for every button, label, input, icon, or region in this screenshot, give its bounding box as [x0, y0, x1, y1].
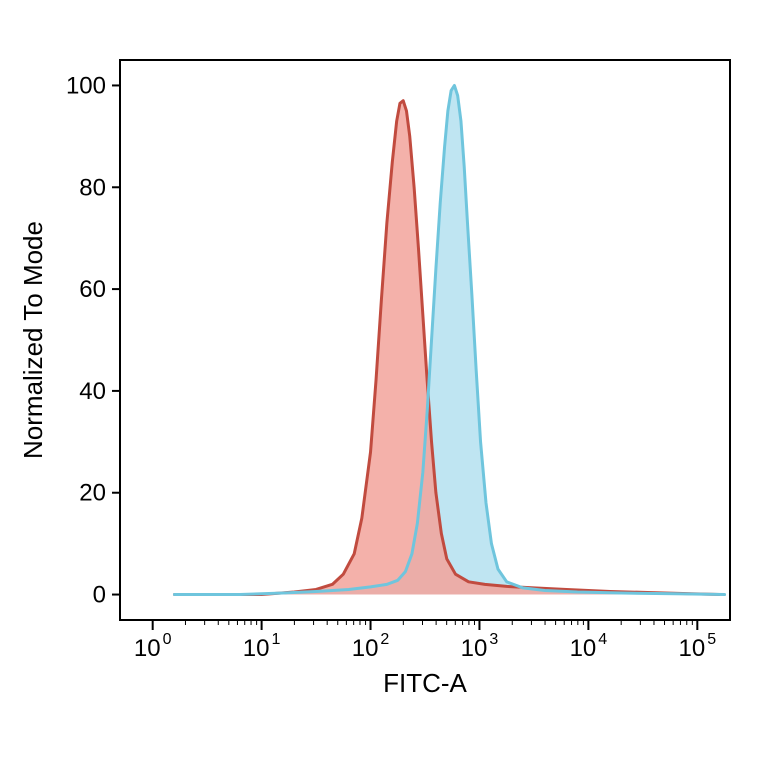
ytick-label: 80 [79, 174, 106, 201]
x-axis-label: FITC-A [383, 668, 467, 698]
ytick-label: 20 [79, 480, 106, 507]
chart-svg: 020406080100100101102103104105Normalized… [0, 0, 764, 764]
ytick-label: 100 [66, 72, 106, 99]
flow-cytometry-histogram: 020406080100100101102103104105Normalized… [0, 0, 764, 764]
ytick-label: 40 [79, 378, 106, 405]
ytick-label: 60 [79, 276, 106, 303]
ytick-label: 0 [93, 582, 106, 609]
y-axis-label: Normalized To Mode [18, 221, 48, 459]
